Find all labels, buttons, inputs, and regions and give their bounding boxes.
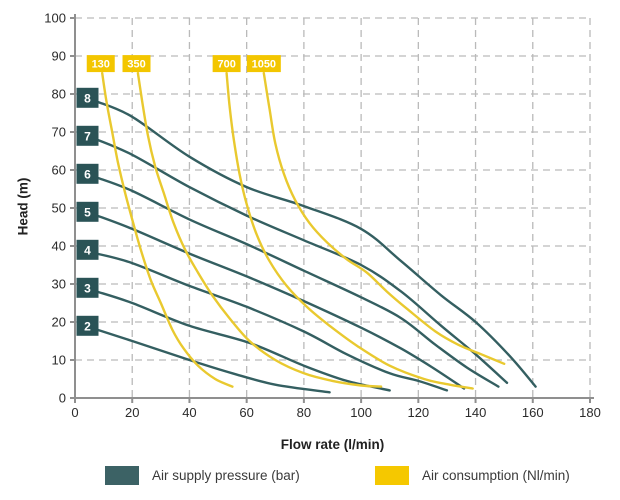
x-tick-label: 60 [239,405,253,420]
pressure-curve-8 [95,100,537,388]
consumption-curve-130 [101,71,234,388]
pressure-label-6 [76,163,99,184]
x-tick-label: 80 [297,405,311,420]
consumption-label-1050 [246,55,281,73]
y-tick-label: 80 [52,87,66,102]
x-tick-label: 100 [350,405,372,420]
legend-item-consumption: Air consumption (Nl/min) [375,466,570,485]
pressure-label-text-4: 4 [84,243,91,257]
y-tick-label: 60 [52,163,66,178]
pressure-curve-2 [95,328,331,394]
pressure-label-8 [76,87,99,108]
y-tick-label: 70 [52,125,66,140]
x-axis-title: Flow rate (l/min) [280,437,385,452]
consumption-curve-700 [225,71,474,390]
legend-swatch-pressure [105,466,139,485]
y-tick-label: 90 [52,49,66,64]
consumption-label-700 [212,55,241,73]
pressure-label-5 [76,201,99,222]
pressure-label-3 [76,277,99,298]
consumption-label-130 [86,55,115,73]
pressure-curve-6 [95,176,500,388]
x-tick-label: 40 [182,405,196,420]
y-tick-label: 50 [52,201,66,216]
pressure-label-text-7: 7 [84,129,91,143]
x-tick-label: 140 [465,405,487,420]
y-tick-label: 40 [52,239,66,254]
consumption-label-text-700: 700 [217,59,235,71]
consumption-label-text-350: 350 [127,59,145,71]
legend-item-pressure: Air supply pressure (bar) [105,466,300,485]
consumption-curve-350 [136,71,383,388]
consumption-label-text-130: 130 [92,59,110,71]
x-tick-label: 180 [579,405,601,420]
pressure-curve-7 [95,138,509,384]
x-tick-label: 20 [125,405,139,420]
pressure-label-text-3: 3 [84,281,91,295]
consumption-curve-1050 [262,71,506,365]
y-tick-label: 100 [44,11,66,26]
pressure-label-text-5: 5 [84,205,91,219]
pressure-label-text-2: 2 [84,319,91,333]
legend-label-pressure: Air supply pressure (bar) [152,468,300,483]
y-tick-label: 0 [59,391,66,406]
pressure-label-text-8: 8 [84,91,91,105]
pressure-curve-5 [95,214,466,390]
pressure-label-2 [76,315,99,336]
x-tick-label: 160 [522,405,544,420]
pressure-label-7 [76,125,99,146]
legend-label-consumption: Air consumption (Nl/min) [422,468,570,483]
x-tick-label: 0 [71,405,78,420]
pressure-curve-3 [95,290,391,392]
consumption-label-text-1050: 1050 [252,59,276,71]
x-tick-label: 120 [407,405,429,420]
legend-swatch-consumption [375,466,409,485]
pressure-label-text-6: 6 [84,167,91,181]
y-tick-label: 30 [52,277,66,292]
pressure-label-4 [76,239,99,260]
y-tick-label: 20 [52,315,66,330]
y-tick-label: 10 [52,353,66,368]
y-axis-title: Head (m) [15,177,31,236]
consumption-label-350 [122,55,151,73]
